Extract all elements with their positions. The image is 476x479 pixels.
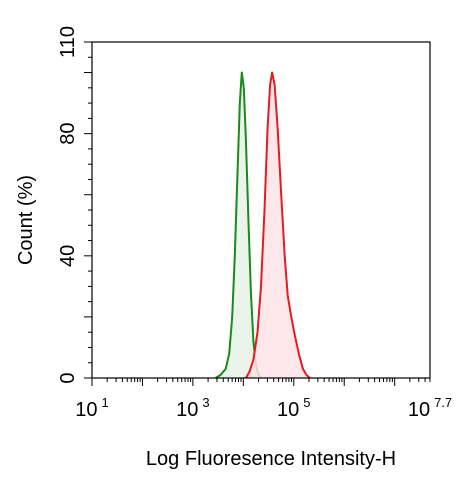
- x-axis-title: Log Fluoresence Intensity-H: [146, 448, 396, 470]
- y-tick-label: 0: [57, 372, 79, 383]
- y-tick-label: 40: [57, 245, 79, 267]
- plot-area: [215, 71, 311, 379]
- x-tick-label: 10 3: [176, 395, 209, 421]
- tick-labels: 0 40 80 110 10 1 10 3 10 5 10 7.7: [57, 26, 452, 421]
- series-2-line: [245, 71, 311, 379]
- x-tick-label: 10 1: [75, 395, 108, 421]
- axis-ticks: [84, 41, 431, 386]
- y-tick-label: 110: [57, 26, 79, 58]
- plot-frame: [91, 41, 431, 379]
- series-1-fill: [215, 72, 261, 378]
- y-tick-label: 80: [57, 123, 79, 145]
- x-tick-label: 10 7.7: [408, 395, 452, 421]
- y-axis-title: Count (%): [15, 175, 37, 265]
- series-2-fill: [245, 72, 310, 378]
- x-tick-label: 10 5: [277, 395, 310, 421]
